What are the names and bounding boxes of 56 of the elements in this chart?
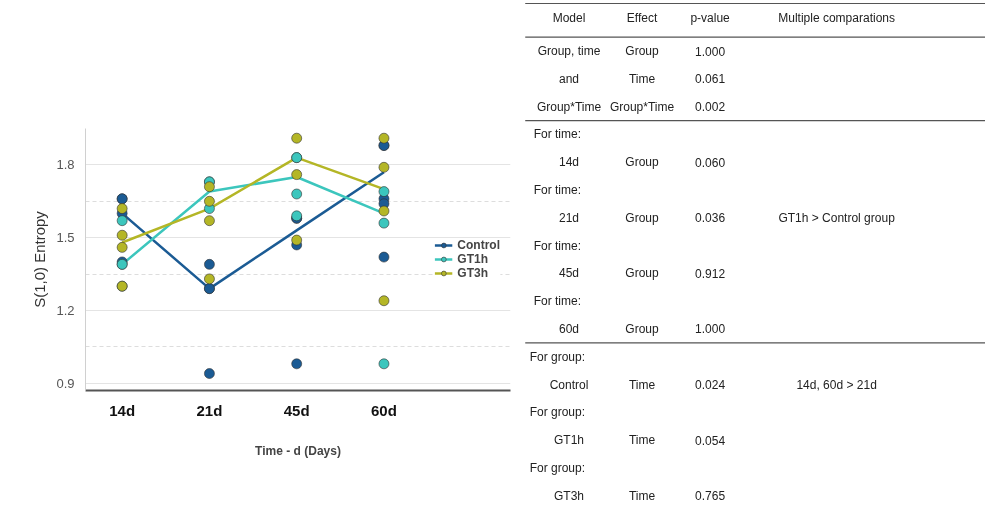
text: For group:	[529, 349, 586, 364]
text: Group	[625, 321, 659, 336]
text: 0.061	[695, 72, 726, 87]
text: and	[559, 71, 580, 86]
text: 60d	[559, 321, 580, 336]
text: For group:	[529, 460, 586, 475]
text: 1.000	[695, 322, 726, 337]
text: 14d, 60d > 21d	[796, 377, 877, 392]
text: Time	[628, 488, 656, 503]
text: 1.000	[695, 44, 726, 59]
legend-label: Control	[457, 238, 500, 252]
text: 0.054	[695, 433, 726, 448]
text: GT3h	[554, 488, 585, 503]
y-axis-title: S(1,0) Entropy	[31, 210, 49, 308]
text: Control	[549, 377, 589, 392]
legend-label: GT3h	[457, 266, 489, 280]
text: Time	[628, 71, 656, 86]
text: 45d	[559, 266, 580, 281]
text: 0.912	[695, 266, 726, 281]
category-label: Model	[552, 11, 586, 26]
y-tick-label: 1.5	[56, 230, 75, 246]
text: Time	[628, 433, 656, 448]
text: For group:	[529, 405, 586, 420]
x-tick-label: 60d	[371, 401, 397, 419]
y-tick-label: 1.2	[56, 302, 75, 318]
text: 0.002	[695, 100, 726, 115]
y-tick-label: 1.8	[56, 157, 75, 173]
text: GT1h	[554, 433, 585, 448]
text: Group	[625, 155, 659, 170]
text: For time:	[533, 238, 582, 253]
text: For time:	[533, 294, 582, 309]
category-label: p-value	[690, 11, 731, 26]
y-tick-label: 0.9	[56, 375, 75, 391]
category-label: Multiple comparations	[778, 11, 895, 26]
legend-label: GT1h	[457, 252, 489, 266]
text: Group*Time	[536, 99, 602, 114]
x-tick-label: 14d	[109, 401, 136, 419]
text: 14d	[559, 155, 580, 170]
text: 0.060	[695, 155, 726, 170]
text: For time:	[533, 127, 582, 142]
text: For time:	[533, 183, 582, 198]
text: Group	[625, 210, 659, 225]
text: Time	[628, 377, 656, 392]
x-tick-label: 21d	[196, 401, 223, 419]
text: GT1h > Control group	[778, 210, 896, 225]
text: Group*Time	[609, 99, 675, 114]
text: Group	[625, 266, 659, 281]
text: 0.765	[695, 489, 726, 504]
x-axis-title: Time - d (Days)	[255, 443, 341, 458]
category-label: Effect	[626, 11, 658, 26]
x-tick-label: 45d	[283, 401, 310, 419]
text: 21d	[559, 210, 580, 225]
text: Group	[625, 44, 659, 59]
text: 0.024	[695, 378, 726, 393]
text: 0.036	[695, 211, 726, 226]
text: Group, time	[537, 44, 601, 59]
